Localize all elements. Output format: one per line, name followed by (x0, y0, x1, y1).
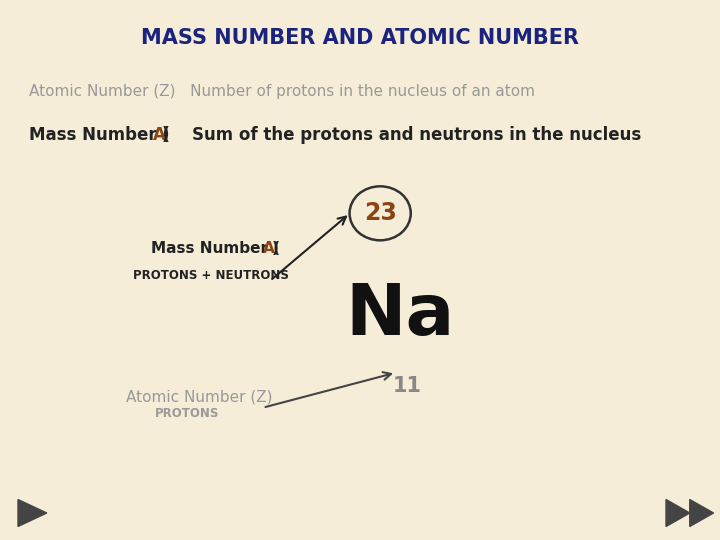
Polygon shape (666, 500, 690, 526)
Text: Na: Na (345, 281, 454, 350)
Text: Sum of the protons and neutrons in the nucleus: Sum of the protons and neutrons in the n… (192, 126, 641, 144)
Polygon shape (690, 500, 714, 526)
Text: Mass Number (: Mass Number ( (151, 241, 280, 256)
Text: 23: 23 (364, 201, 397, 225)
Text: ): ) (271, 241, 279, 256)
Polygon shape (18, 500, 47, 526)
Ellipse shape (350, 186, 411, 240)
Text: MASS NUMBER AND ATOMIC NUMBER: MASS NUMBER AND ATOMIC NUMBER (141, 28, 579, 48)
Text: Atomic Number (Z)   Number of protons in the nucleus of an atom: Atomic Number (Z) Number of protons in t… (29, 84, 535, 99)
Text: 11: 11 (392, 376, 421, 396)
Text: A: A (153, 126, 166, 144)
Text: PROTONS + NEUTRONS: PROTONS + NEUTRONS (133, 269, 289, 282)
Text: Mass Number (: Mass Number ( (29, 126, 170, 144)
Text: Atomic Number (Z): Atomic Number (Z) (126, 389, 272, 404)
Text: ): ) (161, 126, 168, 144)
Text: PROTONS: PROTONS (155, 407, 219, 420)
Text: A: A (263, 241, 274, 256)
